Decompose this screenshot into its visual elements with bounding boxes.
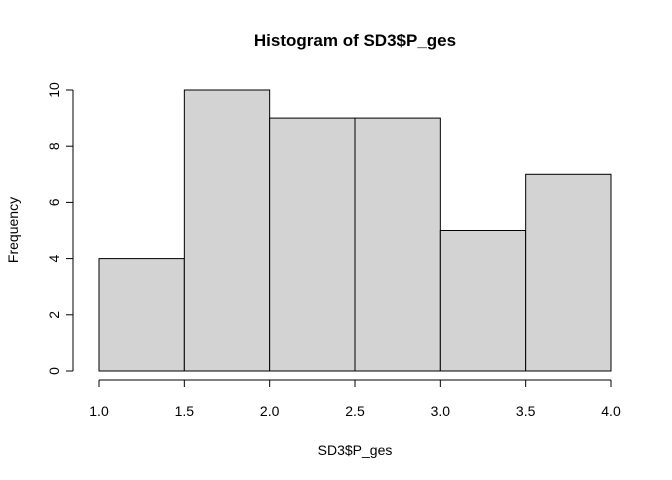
y-tick-label: 6: [46, 198, 62, 206]
x-tick-label: 1.0: [89, 403, 109, 419]
y-tick-label: 10: [46, 82, 62, 98]
bars-group: [98, 89, 612, 372]
histogram-bar: [525, 173, 612, 372]
x-axis-label: SD3$P_ges: [318, 442, 393, 458]
histogram-bar: [183, 89, 271, 372]
y-tick-label: 2: [46, 311, 62, 319]
x-axis: 1.0 1.5 2.0 2.5 3.0 3.5 4.0: [89, 379, 621, 419]
histogram-bar: [439, 230, 527, 372]
x-tick-label: 2.0: [260, 403, 280, 419]
y-axis: 0 2 4 6 8 10: [46, 82, 74, 375]
x-tick-label: 3.0: [431, 403, 451, 419]
x-tick-label: 2.5: [345, 403, 365, 419]
y-tick-label: 0: [46, 367, 62, 375]
x-tick-label: 3.5: [516, 403, 536, 419]
y-tick-label: 8: [46, 142, 62, 150]
histogram-bar: [98, 258, 185, 372]
y-tick-label: 4: [46, 254, 62, 262]
histogram-bar: [354, 117, 441, 372]
histogram-bar: [269, 117, 356, 372]
y-axis-label: Frequency: [5, 197, 21, 263]
x-tick-label: 1.5: [175, 403, 195, 419]
x-tick-label: 4.0: [601, 403, 621, 419]
chart-title: Histogram of SD3$P_ges: [254, 31, 456, 50]
